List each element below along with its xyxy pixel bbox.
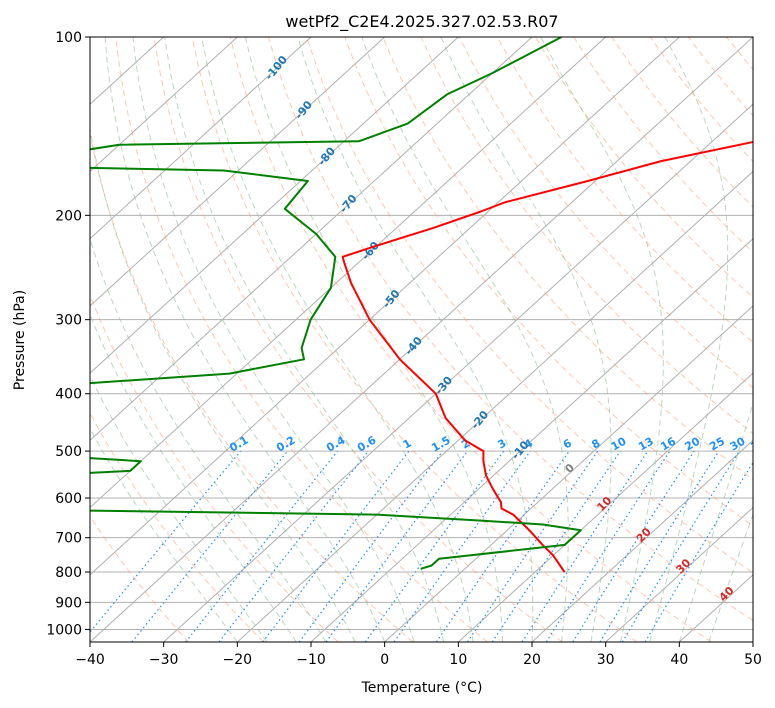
isotherm-line bbox=[605, 506, 753, 642]
y-tick-label: 300 bbox=[55, 313, 82, 329]
moist-adiabat-line bbox=[440, 37, 612, 642]
plot-area: 0.10.20.40.611.52346810131620253036-100-… bbox=[90, 37, 768, 642]
isotherm-line bbox=[90, 37, 753, 642]
dry-adiabat-line bbox=[90, 293, 339, 642]
moist-adiabat-line bbox=[164, 37, 445, 642]
x-tick-label: −40 bbox=[75, 652, 105, 668]
isotherm-line bbox=[90, 37, 386, 307]
dewpoint-profile-line bbox=[90, 37, 582, 570]
dry-adiabat-line bbox=[90, 131, 414, 642]
moist-adiabat-line bbox=[90, 374, 268, 642]
mixing-ratio-line bbox=[185, 450, 339, 642]
moist-adiabat-line bbox=[132, 37, 415, 642]
y-axis-ticks: 100 200 300 400 500 600 700 800 900 1000 bbox=[46, 30, 90, 638]
plot-frame bbox=[89, 36, 754, 643]
mixing-ratio-line bbox=[435, 450, 570, 642]
y-tick-label: 700 bbox=[55, 531, 82, 547]
moist-adiabat-line bbox=[649, 37, 729, 642]
dry-adiabat-line bbox=[382, 37, 753, 481]
mixing-ratio-line bbox=[262, 450, 410, 642]
x-tick-label: 10 bbox=[449, 652, 467, 668]
x-tick-label: −10 bbox=[296, 652, 326, 668]
dry-adiabat-line bbox=[306, 37, 753, 574]
isotherm-line bbox=[90, 37, 533, 442]
y-tick-label: 200 bbox=[55, 208, 82, 224]
mixing-ratio-line bbox=[393, 450, 531, 642]
moist-adiabat-line bbox=[90, 427, 238, 642]
moist-adiabat-line bbox=[540, 37, 664, 642]
isotherm-line bbox=[90, 37, 312, 240]
x-tick-label: 50 bbox=[744, 652, 762, 668]
x-tick-label: 20 bbox=[523, 652, 541, 668]
x-tick-label: 40 bbox=[670, 652, 688, 668]
y-tick-label: 900 bbox=[55, 595, 82, 611]
moist-adiabat-line bbox=[90, 125, 356, 642]
isotherm-line bbox=[90, 37, 680, 576]
y-tick-label: 600 bbox=[55, 491, 82, 507]
mixing-ratio-line bbox=[572, 450, 695, 642]
y-tick-label: 1000 bbox=[46, 622, 82, 638]
isotherm-line bbox=[531, 439, 753, 642]
mixing-ratio-line bbox=[466, 450, 599, 642]
isotherm-line bbox=[384, 305, 753, 642]
dry-adiabat-line bbox=[496, 37, 753, 344]
temperature-profile-line bbox=[341, 141, 753, 573]
mixing-ratio-line bbox=[491, 450, 621, 642]
mixing-ratio-line bbox=[521, 450, 649, 642]
x-tick-label: −20 bbox=[223, 652, 253, 668]
isotherm-line bbox=[310, 237, 753, 642]
y-tick-label: 800 bbox=[55, 565, 82, 581]
dry-adiabat-line bbox=[535, 37, 753, 298]
isotherm-line bbox=[90, 37, 238, 173]
moist-adiabat-line bbox=[245, 37, 503, 642]
moist-adiabat-line bbox=[361, 37, 569, 642]
dry-adiabat-line bbox=[90, 515, 190, 642]
dry-adiabat-line bbox=[229, 37, 712, 642]
mixing-ratio-line bbox=[621, 450, 740, 642]
isotherm-line bbox=[163, 103, 753, 642]
x-axis-ticks: −40 −30 −20 −10 0 10 20 30 40 50 bbox=[75, 642, 762, 668]
mixing-ratio-line bbox=[599, 450, 720, 642]
mixing-ratio-lines bbox=[90, 450, 753, 642]
y-tick-label: 400 bbox=[55, 387, 82, 403]
dry-adiabat-line bbox=[268, 37, 753, 622]
dry-adiabat-line bbox=[344, 37, 753, 527]
dry-adiabat-lines bbox=[90, 37, 753, 642]
moist-adiabat-line bbox=[90, 313, 297, 642]
dry-adiabat-line bbox=[191, 37, 638, 642]
moist-adiabat-line bbox=[104, 37, 386, 642]
isotherm-line bbox=[90, 37, 607, 509]
isotherm-line bbox=[236, 170, 753, 642]
dry-adiabat-line bbox=[153, 37, 563, 642]
dry-adiabat-line bbox=[115, 37, 488, 642]
moist-adiabat-line bbox=[297, 37, 534, 642]
sounding-profiles bbox=[90, 37, 753, 573]
x-tick-label: −30 bbox=[149, 652, 179, 668]
mixing-ratio-line bbox=[545, 450, 671, 642]
moist-adiabat-line bbox=[708, 513, 753, 642]
mixing-ratio-line bbox=[131, 450, 289, 642]
x-tick-label: 0 bbox=[380, 652, 389, 668]
moist-adiabat-lines bbox=[90, 37, 753, 642]
isotherm-line bbox=[90, 37, 459, 374]
y-axis-label: Pressure (hPa) bbox=[12, 290, 28, 390]
x-tick-label: 30 bbox=[597, 652, 615, 668]
moist-adiabat-line bbox=[90, 237, 327, 642]
mixing-ratio-line bbox=[644, 461, 753, 642]
moist-adiabat-line bbox=[678, 401, 753, 642]
y-tick-label: 500 bbox=[55, 444, 82, 460]
y-tick-label: 100 bbox=[55, 30, 82, 46]
moist-adiabat-line bbox=[201, 37, 474, 642]
x-axis-label: Temperature (°C) bbox=[361, 680, 483, 696]
dry-adiabat-line bbox=[90, 412, 264, 642]
mixing-ratio-label: 36 bbox=[748, 434, 768, 453]
chart-title: wetPf2_C2E4.2025.327.02.53.R07 bbox=[285, 12, 558, 32]
